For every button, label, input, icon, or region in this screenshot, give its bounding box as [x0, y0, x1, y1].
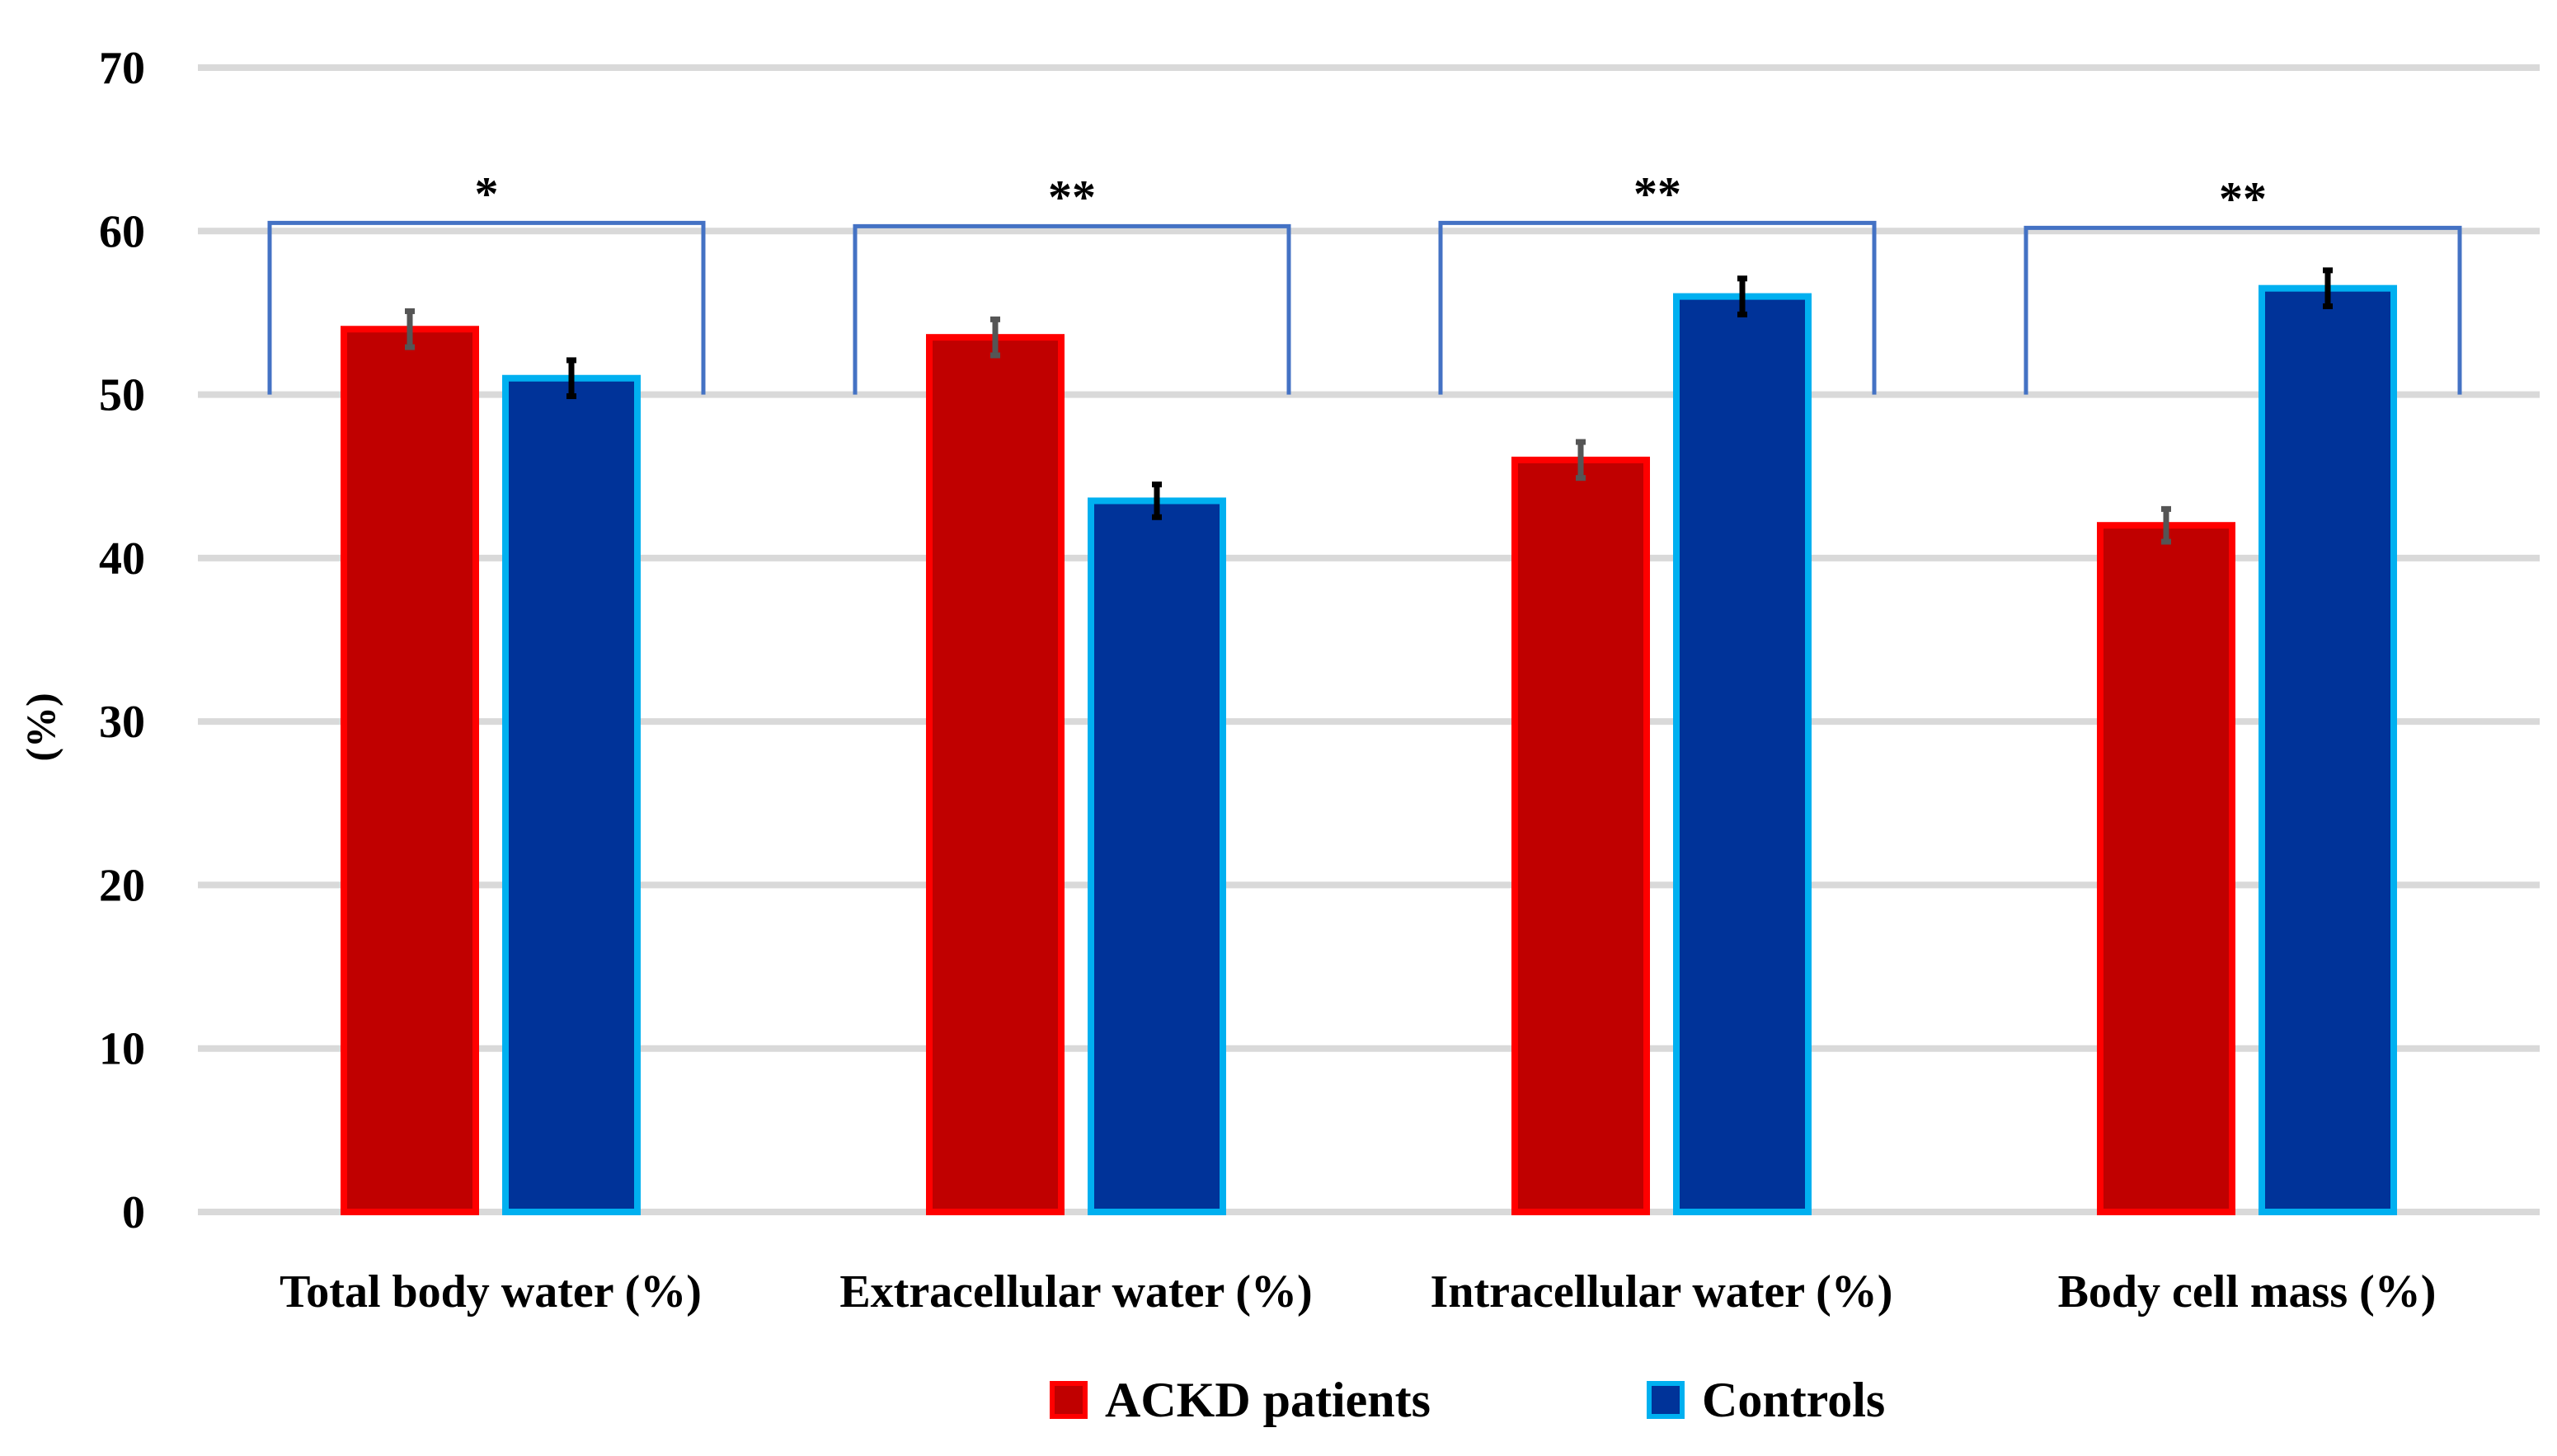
y-axis-ticks: 0 10 20 30 40 50 60 70: [99, 43, 145, 1238]
significance-label: **: [1633, 167, 1681, 220]
error-bar-ackd-1: [405, 308, 415, 350]
significance-label: **: [2219, 171, 2267, 225]
bar-ackd-2: [926, 334, 1065, 1216]
error-bar-ackd-3: [1576, 439, 1586, 481]
error-bar-controls-1: [566, 357, 576, 400]
category-label: Total body water (%): [280, 1266, 702, 1317]
error-bar-controls-3: [1737, 275, 1747, 317]
legend-item-controls: Controls: [1647, 1373, 1885, 1427]
y-tick-label: 20: [99, 860, 145, 911]
bar-controls-4: [2259, 284, 2397, 1216]
error-bar-controls-4: [2323, 267, 2333, 309]
significance-brackets: * ** ** **: [267, 167, 2462, 395]
significance-bracket-4: [2024, 225, 2462, 395]
error-bar-ackd-4: [2161, 505, 2171, 545]
bar-ackd-4: [2097, 522, 2235, 1215]
y-tick-label: 50: [99, 370, 145, 421]
legend-label: Controls: [1702, 1373, 1885, 1427]
category-label: Extracellular water (%): [839, 1266, 1312, 1317]
error-bar-controls-2: [1152, 481, 1162, 520]
legend-label: ACKD patients: [1105, 1373, 1431, 1427]
y-axis-label: (%): [17, 693, 63, 761]
y-tick-label: 0: [122, 1187, 145, 1238]
bar-controls-1: [502, 374, 641, 1215]
legend-swatch: [1050, 1381, 1088, 1419]
legend-item-ackd: ACKD patients: [1050, 1373, 1431, 1427]
y-tick-label: 60: [99, 206, 145, 257]
category-label: Intracellular water (%): [1431, 1266, 1893, 1317]
significance-bracket-2: [853, 223, 1291, 395]
error-bars: [405, 267, 2333, 545]
bars: [341, 284, 2397, 1216]
category-label: Body cell mass (%): [2058, 1266, 2437, 1317]
bar-ackd-1: [341, 326, 479, 1215]
y-tick-label: 30: [99, 697, 145, 748]
y-tick-label: 40: [99, 533, 145, 585]
significance-label: *: [475, 167, 499, 220]
bar-controls-3: [1673, 293, 1812, 1216]
legend-swatch: [1647, 1381, 1685, 1419]
significance-label: **: [1048, 170, 1096, 223]
significance-bracket-3: [1438, 220, 1877, 395]
bar-controls-2: [1088, 497, 1226, 1215]
category-labels: Total body water (%) Extracellular water …: [280, 1266, 2436, 1317]
y-tick-label: 70: [99, 43, 145, 94]
significance-bracket-1: [267, 220, 706, 395]
legend: ACKD patients Controls: [1050, 1373, 1885, 1427]
bar-ackd-3: [1511, 456, 1650, 1215]
y-tick-label: 10: [99, 1024, 145, 1075]
error-bar-ackd-2: [990, 316, 1000, 359]
